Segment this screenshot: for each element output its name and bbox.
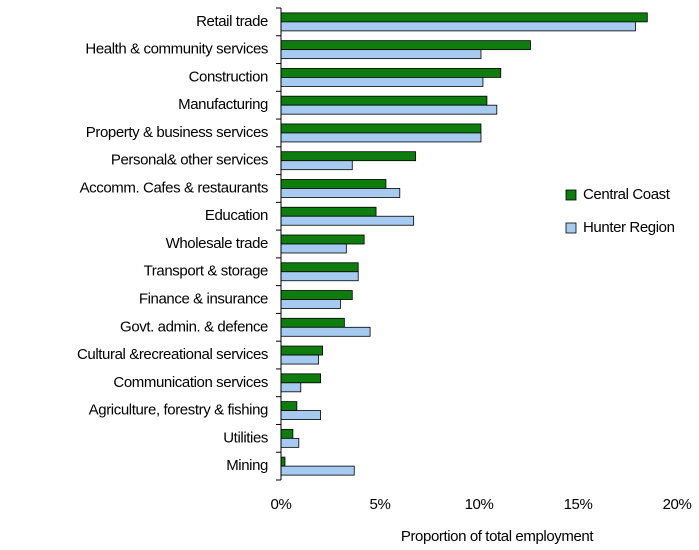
bar [280, 465, 355, 476]
bar [280, 290, 353, 300]
bar [280, 179, 387, 189]
legend-label: Central Coast [583, 186, 671, 203]
bar [280, 12, 648, 23]
y-tick-label: Manufacturing [178, 96, 268, 113]
bar [280, 49, 482, 60]
bar [280, 410, 321, 420]
bar [280, 215, 415, 226]
bar [280, 456, 286, 467]
x-tick-label: 20% [663, 496, 692, 513]
legend-swatch [565, 222, 577, 234]
y-tick-label: Utilities [223, 429, 268, 446]
bar [280, 40, 531, 51]
bar [280, 123, 482, 134]
y-tick-label: Wholesale trade [166, 235, 268, 252]
bar [280, 234, 365, 245]
bar [280, 68, 502, 78]
bar [280, 151, 417, 162]
bar [280, 401, 298, 411]
bar [280, 437, 300, 448]
bar [280, 21, 636, 32]
x-tick-label: 0% [271, 496, 292, 513]
y-tick-label: Mining [226, 457, 268, 474]
bar [280, 95, 488, 106]
bar [280, 262, 359, 273]
bar [280, 104, 498, 115]
x-tick-label: 15% [564, 496, 593, 513]
legend-label: Hunter Region [583, 219, 675, 236]
bar [280, 188, 401, 198]
y-tick-label: Personal& other services [111, 152, 268, 169]
bar [280, 77, 484, 87]
bar [280, 299, 341, 309]
bar [280, 271, 359, 282]
bar [280, 317, 345, 328]
bar [280, 345, 323, 356]
y-tick-label: Transport & storage [144, 263, 268, 280]
y-tick-label: Agriculture, forestry & fishing [89, 402, 268, 419]
y-tick-label: Finance & insurance [139, 290, 268, 307]
bar [280, 428, 294, 439]
y-tick-label: Govt. admin. & defence [120, 318, 268, 335]
legend-swatch [565, 189, 577, 201]
bar [280, 206, 377, 217]
y-tick-label: Accomm. Cafes & restaurants [80, 179, 268, 196]
bar [280, 373, 321, 384]
y-tick-label: Cultural &recreational services [77, 346, 268, 363]
y-tick-label: Construction [189, 68, 268, 85]
y-tick-label: Education [205, 207, 268, 224]
y-tick-label: Retail trade [196, 13, 268, 30]
bar [280, 160, 353, 171]
bar [280, 354, 320, 365]
bar [280, 132, 482, 143]
x-tick-label: 5% [370, 496, 391, 513]
bar [280, 382, 302, 393]
y-tick-label: Communication services [113, 374, 268, 391]
y-tick-label: Health & community services [85, 41, 268, 58]
bar [280, 243, 347, 254]
x-axis-label: Proportion of total employment [401, 528, 595, 545]
y-tick-label: Property & business services [86, 124, 268, 141]
x-tick-label: 10% [465, 496, 494, 513]
bar [280, 326, 371, 337]
